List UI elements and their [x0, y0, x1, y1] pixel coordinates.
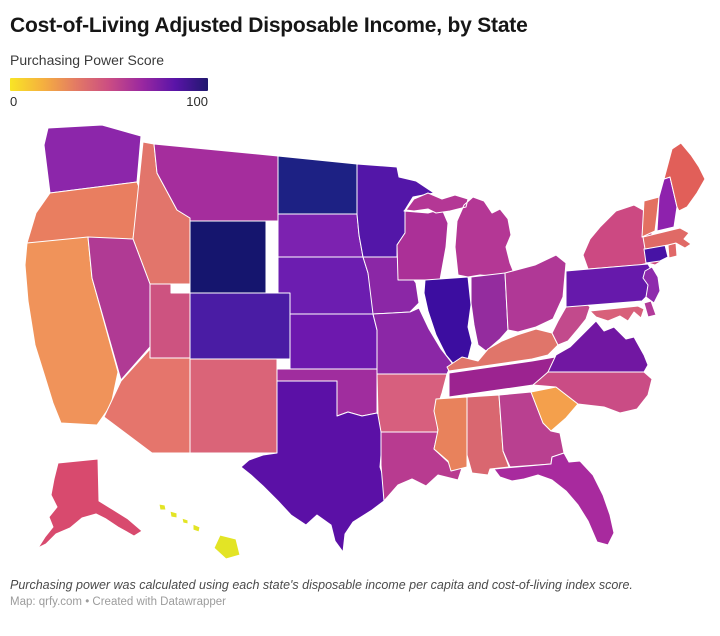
state-wa[interactable]: [43, 124, 142, 194]
state-oh[interactable]: [504, 254, 567, 333]
footnote: Purchasing power was calculated using ea…: [10, 578, 633, 592]
state-ak[interactable]: [37, 458, 143, 549]
state-fl[interactable]: [493, 452, 615, 546]
state-nj[interactable]: [642, 266, 661, 304]
state-wy[interactable]: [189, 220, 267, 294]
legend-ticks: 0 100: [10, 94, 208, 109]
state-pa[interactable]: [565, 263, 654, 308]
state-tx[interactable]: [240, 380, 387, 553]
state-ky[interactable]: [446, 328, 559, 372]
state-ks[interactable]: [289, 313, 378, 370]
state-ne[interactable]: [277, 256, 374, 315]
states-group: [24, 124, 706, 560]
state-de[interactable]: [643, 300, 657, 318]
legend-label: Purchasing Power Score: [10, 52, 165, 68]
chart-header: Cost-of-Living Adjusted Disposable Incom…: [0, 0, 720, 109]
state-nc[interactable]: [532, 371, 653, 414]
state-hi[interactable]: [158, 503, 241, 560]
state-vt[interactable]: [641, 196, 660, 238]
state-va[interactable]: [547, 320, 649, 373]
state-or[interactable]: [26, 181, 141, 244]
state-co[interactable]: [189, 292, 291, 360]
chart-footer: Purchasing power was calculated using ea…: [10, 578, 710, 608]
state-nd[interactable]: [277, 155, 358, 215]
state-ri[interactable]: [667, 242, 678, 259]
state-in[interactable]: [470, 272, 509, 352]
us-choropleth-map: [0, 115, 720, 587]
state-ma[interactable]: [642, 227, 692, 250]
state-me[interactable]: [663, 142, 706, 212]
legend-min-tick: 0: [10, 94, 18, 109]
page-title: Cost-of-Living Adjusted Disposable Incom…: [10, 14, 528, 37]
legend-gradient-bar: [10, 78, 208, 91]
attribution: Map: qrfy.com • Created with Datawrapper: [10, 596, 227, 608]
state-nm[interactable]: [189, 358, 278, 454]
legend-max-tick: 100: [186, 94, 208, 109]
state-sd[interactable]: [277, 213, 364, 258]
state-ut[interactable]: [149, 283, 191, 359]
state-md[interactable]: [589, 305, 645, 322]
state-wi[interactable]: [396, 208, 449, 281]
